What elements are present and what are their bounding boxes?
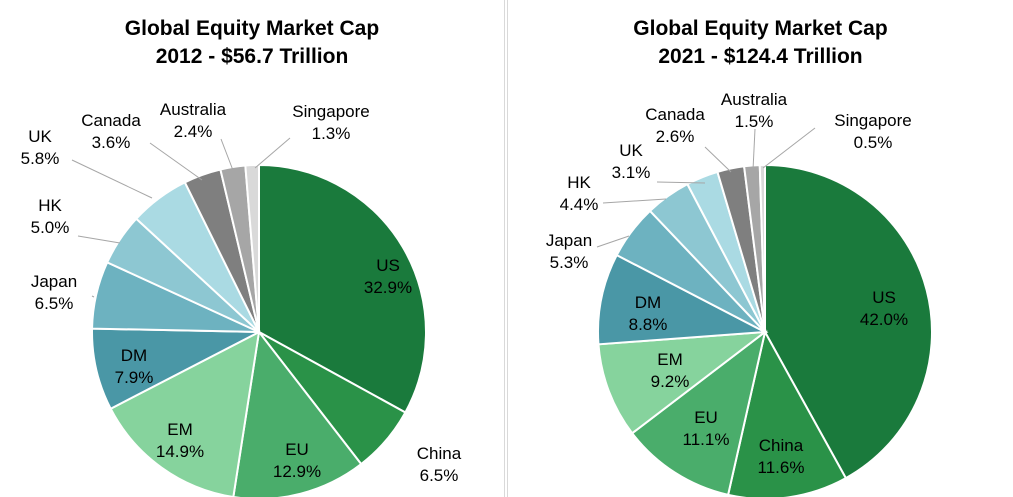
leader-line-uk [656,181,706,184]
slice-value-label: 6.5% [420,466,459,485]
slice-name-label: Canada [645,105,705,124]
slice-label-hk: HK 5.0% [31,196,70,237]
pie-slice-us [764,163,933,480]
slice-label-japan: Japan 6.5% [31,272,77,313]
slice-name-label: Australia [160,100,227,119]
slice-name-label: EM [167,420,193,439]
slice-name-label: EU [285,440,309,459]
leader-line-canada [149,142,203,181]
pie-slice-eu [232,329,363,497]
slice-label-australia: Australia 2.4% [160,100,227,141]
slice-label-hk: HK 4.4% [560,173,599,214]
slice-value-label: 1.5% [735,112,774,131]
slice-value-label: 1.3% [312,124,351,143]
slice-name-label: HK [38,196,62,215]
slice-label-eu: EU 11.1% [683,408,730,449]
pie-slice-us [258,163,427,414]
pie-slice-em [597,330,769,435]
slice-name-label: China [759,436,804,455]
slice-value-label: 5.8% [21,149,60,168]
slice-value-label: 5.3% [550,253,589,272]
slice-label-dm: DM 7.9% [115,346,154,387]
slice-name-label: EU [694,408,718,427]
slice-value-label: 2.4% [174,122,213,141]
chart-title-line-1: Global Equity Market Cap [124,17,380,40]
slice-value-label: 12.9% [273,462,321,481]
slice-value-label: 0.5% [854,133,893,152]
slice-name-label: US [872,288,896,307]
slice-name-label: China [417,444,462,463]
slice-label-japan: Japan 5.3% [546,231,592,272]
pie-slice-eu [630,329,767,497]
slice-name-label: EM [657,350,683,369]
slice-value-label: 7.9% [115,368,154,387]
slice-value-label: 2.6% [656,127,695,146]
slice-label-uk: UK 3.1% [612,141,651,182]
pie-slice-dm [597,253,769,346]
slice-label-em: EM 9.2% [651,350,690,391]
slice-value-label: 14.9% [156,442,204,461]
slice-value-label: 32.9% [364,278,412,297]
slice-label-dm: DM 8.8% [629,293,668,334]
slice-value-label: 9.2% [651,372,690,391]
slice-name-label: Australia [721,90,788,109]
slice-label-em: EM 14.9% [156,420,204,461]
slice-label-uk: UK 5.8% [21,127,60,168]
slice-value-label: 8.8% [629,315,668,334]
slice-value-label: 11.6% [758,458,805,477]
leader-line-australia [220,138,235,174]
slice-value-label: 11.1% [683,430,730,449]
slice-label-canada: Canada 2.6% [645,105,705,146]
slice-label-eu: EU 12.9% [273,440,321,481]
slice-name-label: Canada [81,111,141,130]
leader-line-australia [752,128,756,171]
slice-name-label: UK [28,127,52,146]
chart-panel-2012: Global Equity Market Cap 2012 - $56.7 Tr… [0,0,505,497]
leader-line-singapore [762,127,816,169]
slice-label-china: China 11.6% [758,436,805,477]
pie-chart-2021: US 42.0% China 11.6% EU 11.1% EM 9.2% DM 8.8% Japa… [546,90,933,497]
slice-name-label: Japan [31,272,77,291]
slice-label-canada: Canada 3.6% [81,111,141,152]
slice-label-singapore: Singapore 0.5% [834,111,912,152]
slice-label-australia: Australia 1.5% [721,90,788,131]
chart-title-2012: Global Equity Market Cap 2012 - $56.7 Tr… [0,15,504,71]
leader-line-hk [602,198,667,204]
slice-value-label: 3.6% [92,133,131,152]
slice-name-label: UK [619,141,643,160]
leader-line-japan [91,295,95,298]
slice-name-label: Singapore [292,102,370,121]
pie-slice-singapore [758,163,766,333]
leader-line-canada [704,146,732,173]
chart-title-line-1: Global Equity Market Cap [633,17,888,40]
slice-name-label: DM [121,346,147,365]
chart-panel-2021: Global Equity Market Cap 2021 - $124.4 T… [507,0,1013,497]
slice-label-us: US 42.0% [860,288,908,329]
slice-name-label: HK [567,173,591,192]
pie-slice-china [726,329,848,497]
pie-slice-em [109,330,261,497]
chart-title-line-2: 2012 - $56.7 Trillion [155,45,349,68]
slice-name-label: US [376,256,400,275]
slice-value-label: 6.5% [35,294,74,313]
slice-label-us: US 32.9% [364,256,412,297]
slice-label-china: China 6.5% [417,444,462,485]
leader-line-uk [71,159,153,199]
pie-chart-2012: US 32.9% China 6.5% EU 12.9% EM 14.9% DM 7.9% Japa… [21,100,462,497]
slice-value-label: 3.1% [612,163,651,182]
chart-title-line-2: 2021 - $124.4 Trillion [658,45,863,68]
slice-label-singapore: Singapore 1.3% [292,102,370,143]
chart-title-2021: Global Equity Market Cap 2021 - $124.4 T… [508,15,1013,71]
leader-line-japan [596,235,630,248]
slice-value-label: 42.0% [860,310,908,329]
slice-value-label: 4.4% [560,195,599,214]
slice-value-label: 5.0% [31,218,70,237]
slice-name-label: Singapore [834,111,912,130]
slice-name-label: Japan [546,231,592,250]
leader-line-singapore [254,137,291,169]
leader-line-hk [77,235,121,244]
slice-name-label: DM [635,293,661,312]
